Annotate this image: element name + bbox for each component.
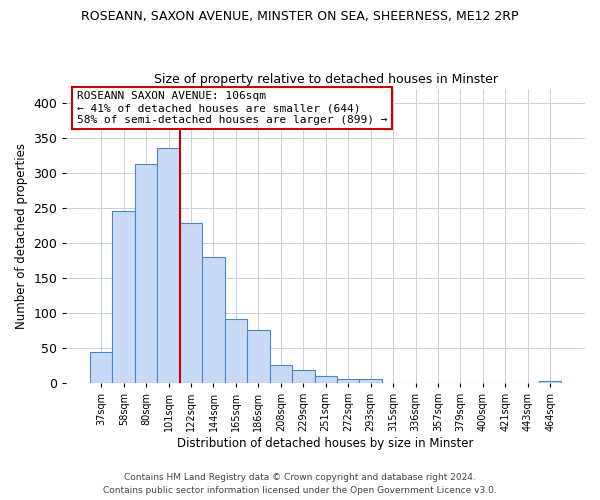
Text: ROSEANN, SAXON AVENUE, MINSTER ON SEA, SHEERNESS, ME12 2RP: ROSEANN, SAXON AVENUE, MINSTER ON SEA, S… bbox=[81, 10, 519, 23]
Bar bbox=[112, 211, 135, 383]
Bar bbox=[337, 380, 359, 383]
Bar bbox=[314, 376, 337, 383]
Text: ROSEANN SAXON AVENUE: 106sqm
← 41% of detached houses are smaller (644)
58% of s: ROSEANN SAXON AVENUE: 106sqm ← 41% of de… bbox=[77, 92, 388, 124]
Bar bbox=[247, 330, 269, 383]
Text: Contains HM Land Registry data © Crown copyright and database right 2024.
Contai: Contains HM Land Registry data © Crown c… bbox=[103, 474, 497, 495]
Bar bbox=[269, 366, 292, 383]
Bar bbox=[135, 164, 157, 383]
Bar bbox=[90, 352, 112, 383]
X-axis label: Distribution of detached houses by size in Minster: Distribution of detached houses by size … bbox=[178, 437, 474, 450]
Y-axis label: Number of detached properties: Number of detached properties bbox=[15, 142, 28, 328]
Bar bbox=[157, 148, 180, 383]
Bar bbox=[292, 370, 314, 383]
Title: Size of property relative to detached houses in Minster: Size of property relative to detached ho… bbox=[154, 73, 498, 86]
Bar bbox=[180, 223, 202, 383]
Bar bbox=[202, 257, 225, 383]
Bar bbox=[359, 380, 382, 383]
Bar bbox=[225, 319, 247, 383]
Bar bbox=[539, 381, 562, 383]
